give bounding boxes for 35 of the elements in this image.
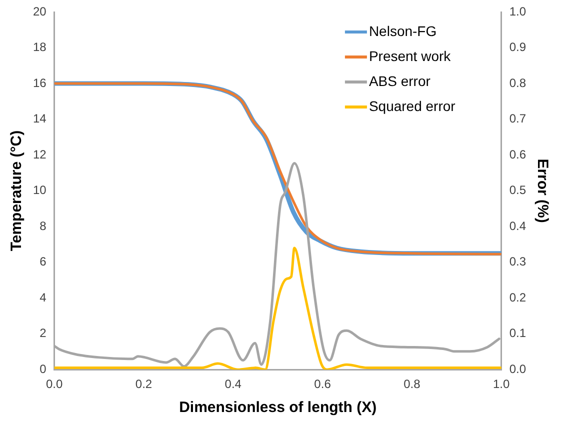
legend-label: Present work	[368, 48, 452, 64]
x-tick-label: 0.8	[404, 377, 421, 392]
x-axis-title: Dimensionless of length (X)	[179, 399, 377, 416]
y2-tick-label: 0.4	[509, 218, 526, 233]
y-tick-label: 4	[40, 290, 47, 304]
legend-label: ABS error	[368, 72, 431, 89]
x-tick-label: 0.4	[224, 377, 242, 392]
x-tick-label: 0.2	[135, 377, 152, 392]
y2-tick-label: 0.0	[509, 362, 526, 376]
y-tick-label: 20	[32, 4, 47, 18]
y-axis-title: Temperature (°C)	[8, 130, 26, 252]
y-tick-label: 12	[32, 147, 47, 162]
y2-tick-label: 0.5	[509, 183, 526, 198]
y2-tick-label: 0.7	[509, 112, 526, 126]
y-tick-label: 18	[32, 40, 47, 54]
legend-label: Nelson-FG	[368, 22, 437, 39]
x-tick-label: 1.0	[492, 377, 510, 392]
legend-label: Squared error	[368, 98, 456, 114]
y2-axis-title: Error (%)	[534, 158, 551, 223]
y2-tick-label: 0.1	[509, 326, 526, 340]
x-tick-label: 0.6	[314, 377, 332, 392]
y-tick-label: 16	[32, 76, 47, 90]
y2-tick-label: 0.9	[509, 40, 526, 54]
y-tick-label: 8	[40, 218, 47, 233]
x-tick-label: 0.0	[46, 377, 64, 392]
y2-tick-label: 1.0	[509, 4, 526, 18]
y-tick-label: 2	[40, 326, 47, 340]
y2-tick-label: 0.3	[509, 254, 526, 269]
y-tick-label: 0	[40, 362, 47, 376]
y2-tick-label: 0.8	[509, 76, 526, 90]
y-tick-label: 10	[32, 183, 47, 198]
y2-tick-label: 0.6	[509, 147, 526, 162]
y-tick-label: 14	[32, 112, 47, 126]
y2-tick-label: 0.2	[509, 290, 526, 304]
y-tick-label: 6	[40, 254, 47, 269]
